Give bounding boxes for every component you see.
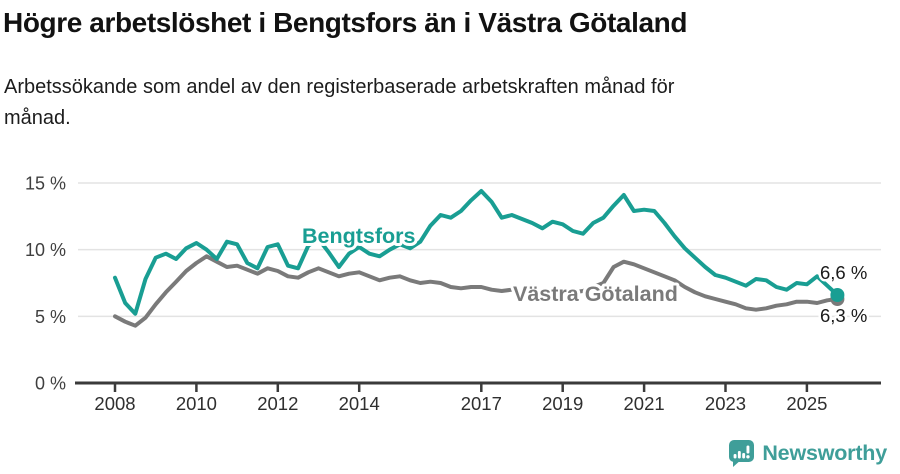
brand-name: Newsworthy	[762, 441, 887, 465]
newsworthy-icon	[729, 440, 755, 467]
series-line-v-stra-g-taland	[113, 254, 840, 328]
x-axis-tick-label: 2019	[542, 393, 583, 414]
x-axis-tick-label: 2023	[705, 393, 746, 414]
x-axis-tick-label: 2014	[339, 393, 380, 414]
series-label-bengtsfors: Bengtsfors	[302, 224, 416, 248]
y-axis-tick-label: 15 %	[25, 174, 66, 194]
newsworthy-logo[interactable]: Newsworthy	[728, 440, 887, 467]
page-subtitle: Arbetssökande som andel av den registerb…	[4, 72, 864, 134]
end-value-label-bengtsfors: 6,6 %	[820, 262, 867, 283]
y-axis-tick-label: 5 %	[35, 307, 66, 327]
x-axis-tick-label: 2021	[624, 393, 665, 414]
page-title: Högre arbetslöshet i Bengtsfors än i Väs…	[3, 7, 688, 38]
y-axis-tick-label: 10 %	[25, 240, 66, 260]
x-axis-tick-label: 2008	[94, 393, 135, 414]
x-axis-tick-label: 2010	[176, 393, 217, 414]
x-axis-tick-label: 2017	[461, 393, 502, 414]
y-axis-tick-label: 0 %	[35, 374, 66, 394]
end-value-label-v-stra-g-taland: 6,3 %	[820, 305, 867, 326]
subtitle-line-2: månad.	[4, 107, 71, 129]
x-axis-tick-label: 2025	[786, 393, 827, 414]
series-label-v-stra-g-taland: Västra Götaland	[513, 282, 678, 306]
series-endpoint-dot-bengtsfors	[830, 288, 845, 302]
series-line-bengtsfors	[113, 189, 840, 316]
subtitle-line-1: Arbetssökande som andel av den registerb…	[4, 76, 675, 98]
x-axis-tick-label: 2012	[257, 393, 298, 414]
